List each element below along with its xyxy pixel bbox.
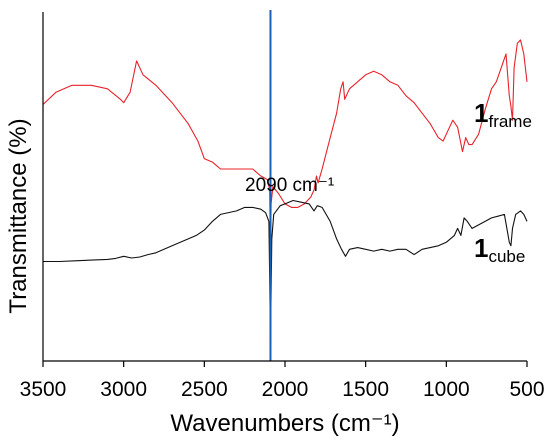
series-layer	[42, 39, 528, 341]
marker-line-label: 2090 cm⁻¹	[245, 175, 334, 196]
x-tick-label-3000: 3000	[100, 378, 147, 401]
x-axis-title: Wavenumbers (cm⁻¹)	[170, 410, 399, 437]
x-tick-label-2000: 2000	[262, 378, 309, 401]
x-tick-label-1000: 1000	[423, 378, 470, 401]
series-line-frame	[42, 39, 528, 257]
x-tick-layer: 3500 3000 2500 2000 1500 1000 500	[20, 361, 545, 401]
x-tick-label-2500: 2500	[181, 378, 228, 401]
series-label-cube: 1cube	[474, 233, 525, 266]
x-tick-label-1500: 1500	[342, 378, 389, 401]
series-line-cube	[43, 199, 528, 341]
y-axis-title: Transmittance (%)	[5, 118, 32, 313]
x-tick-label-500: 500	[509, 378, 544, 401]
series-label-layer: 1frame 1cube	[474, 98, 532, 266]
x-tick-label-3500: 3500	[20, 378, 67, 401]
series-label-frame: 1frame	[474, 98, 532, 131]
